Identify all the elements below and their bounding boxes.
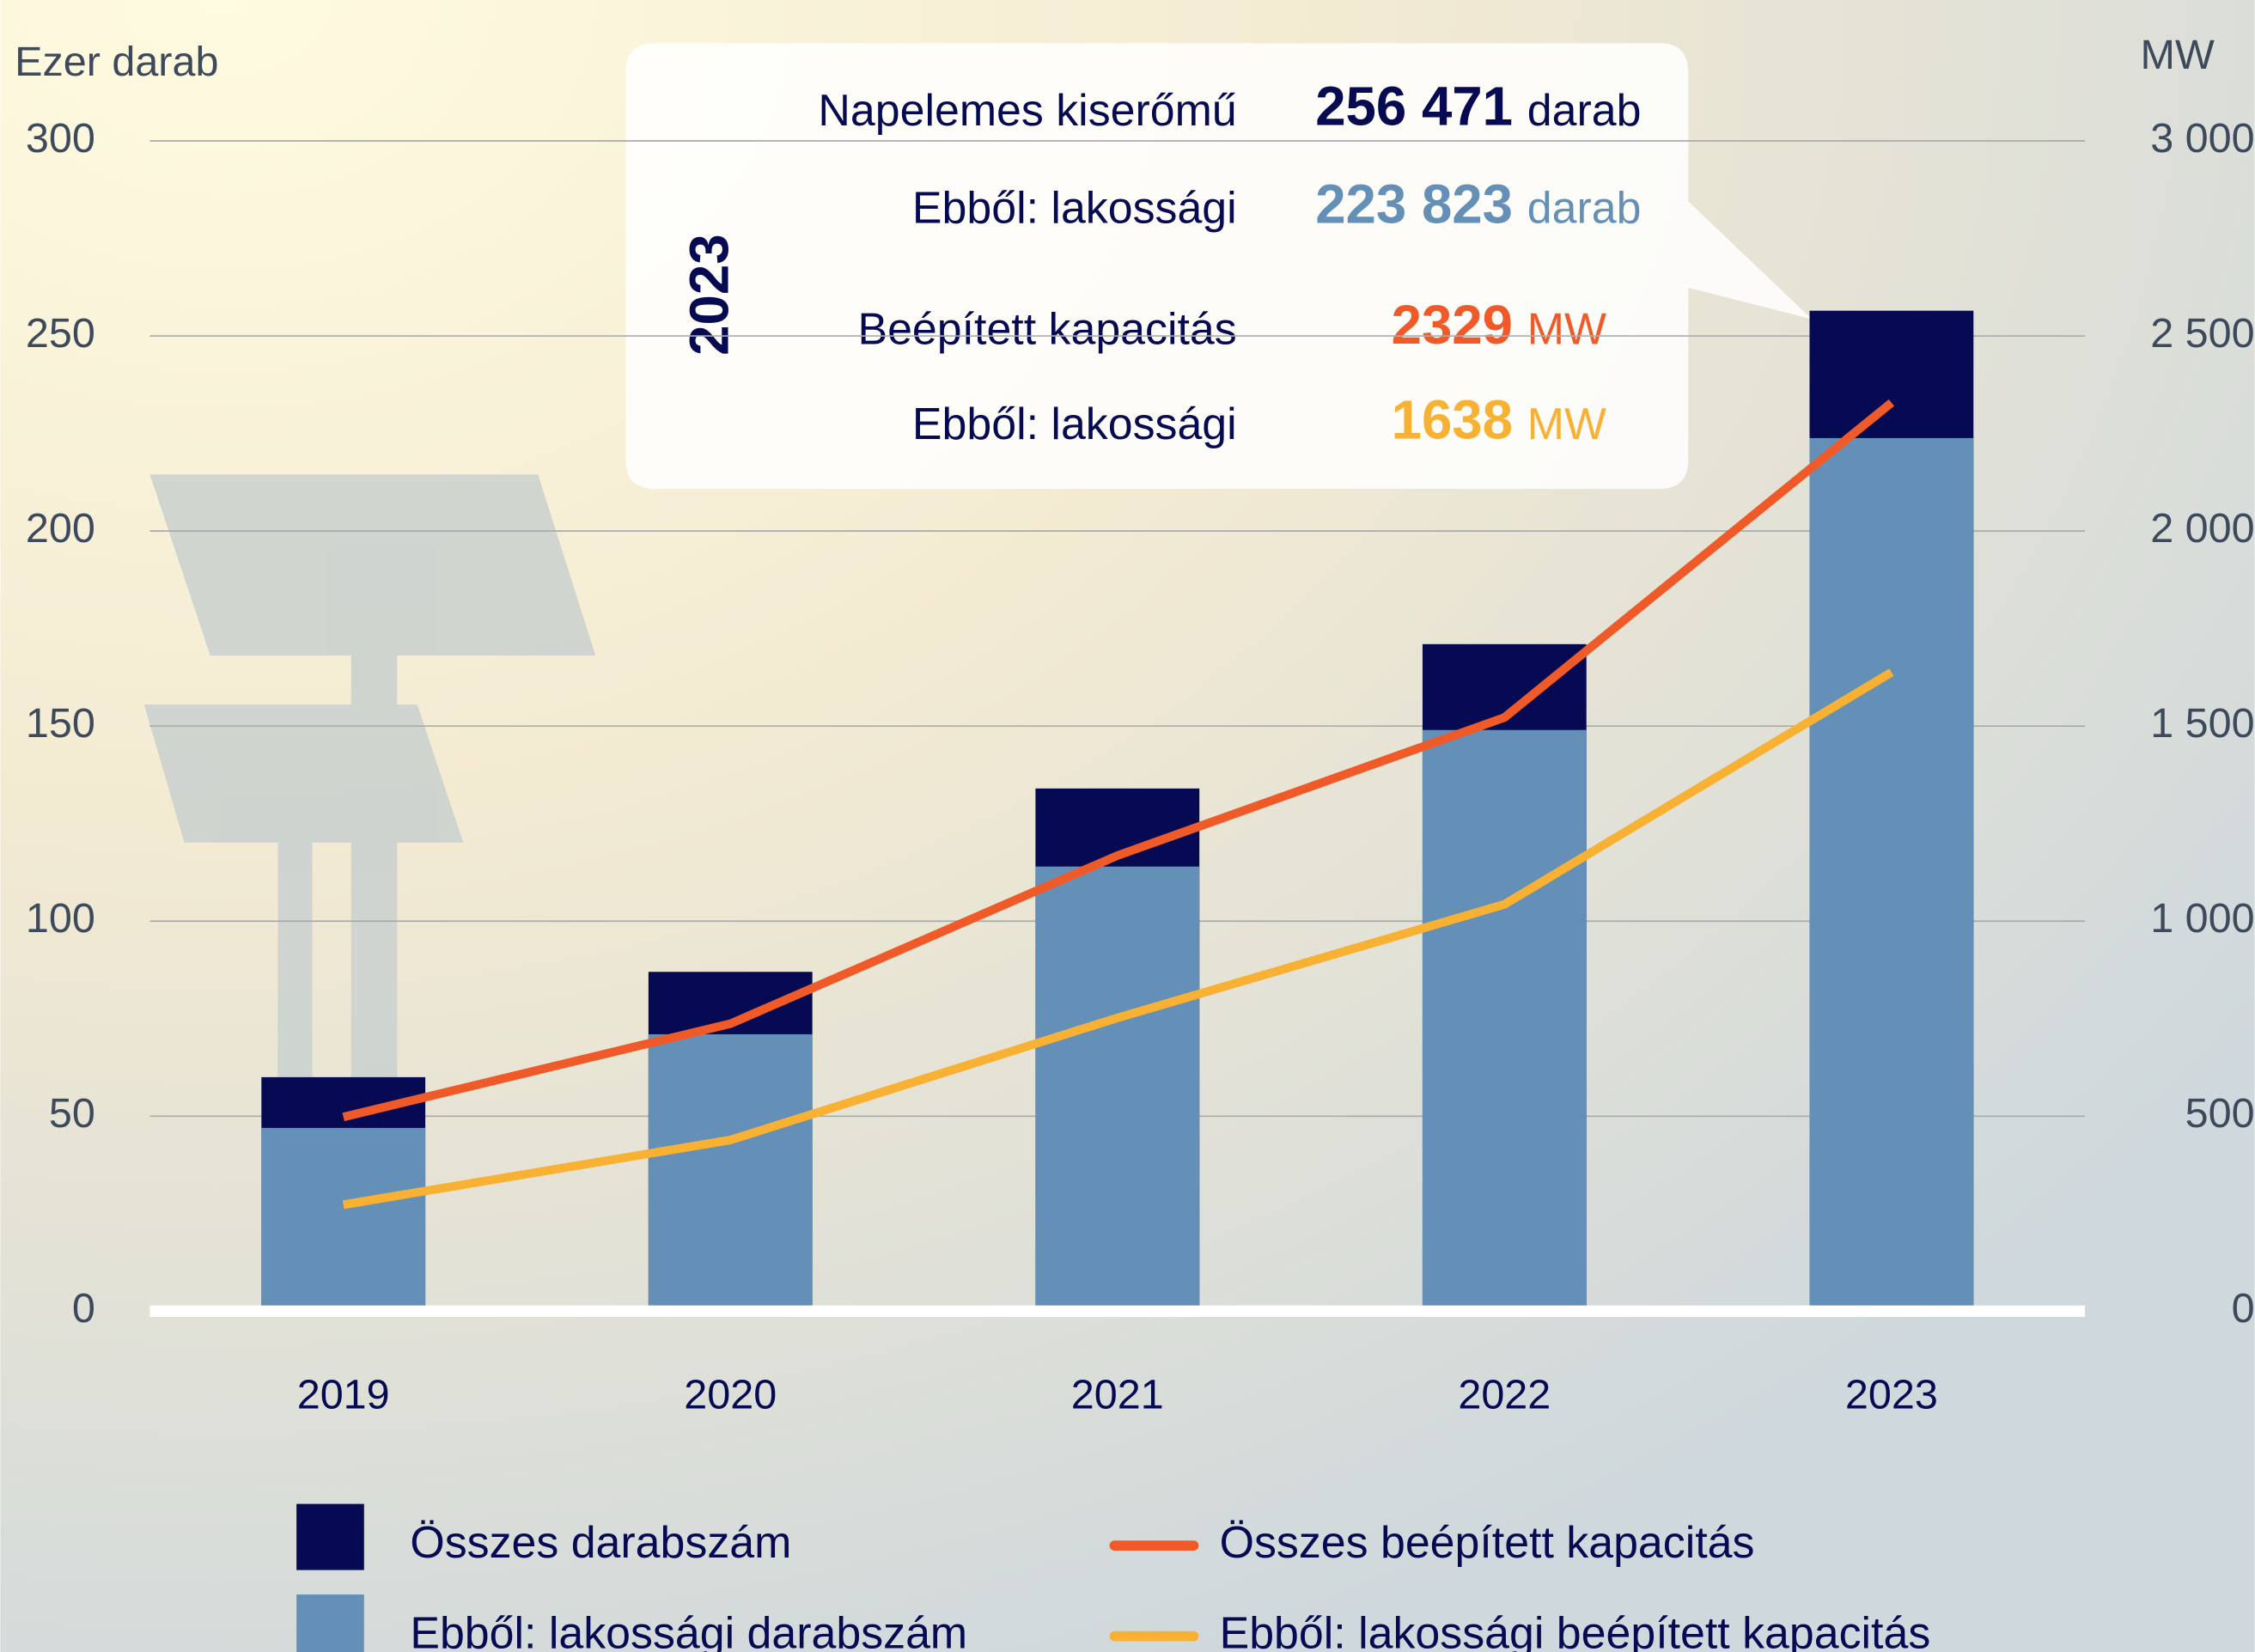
y-tick-label: 250: [26, 310, 95, 357]
y-tick-label: 200: [26, 505, 95, 552]
callout-value: 2329: [1392, 295, 1513, 356]
legend-swatch: [296, 1594, 364, 1652]
y-tick-label: 100: [26, 895, 95, 942]
y2-axis-title: MW: [2141, 32, 2215, 78]
callout-label: Beépített kapacitás: [857, 303, 1236, 353]
callout-value: 1638: [1392, 390, 1513, 451]
y2-tick-label: 3 000: [2150, 115, 2254, 162]
bar: [1035, 867, 1199, 1312]
y-tick-label: 0: [72, 1285, 95, 1332]
y2-tick-label: 1 000: [2150, 895, 2254, 942]
legend-label: Ebből: lakossági darabszám: [410, 1607, 967, 1652]
callout: 2023 Napelemes kiserőmű 256 471 darab Ebből…: [625, 43, 1812, 489]
callout-value: 223 823: [1315, 174, 1513, 235]
bar: [649, 1034, 813, 1311]
y-tick-label: 300: [26, 115, 95, 162]
bar: [261, 1128, 425, 1311]
x-tick-label: 2023: [1845, 1372, 1938, 1418]
x-tick-label: 2021: [1071, 1372, 1164, 1418]
y2-tick-label: 0: [2232, 1285, 2255, 1332]
page: Ezer darab MW 2023 Napelemes kiserőmű 256…: [0, 0, 2255, 1652]
bar: [1423, 730, 1587, 1312]
callout-unit: MW: [1527, 399, 1606, 448]
legend-label: Ebből: lakossági beépített kapacitás: [1220, 1607, 1931, 1652]
callout-unit: MW: [1527, 303, 1606, 353]
x-tick-label: 2020: [684, 1372, 777, 1418]
bar: [1809, 438, 1973, 1311]
callout-year: 2023: [679, 234, 740, 355]
legend-label: Összes darabszám: [410, 1517, 791, 1567]
x-tick-label: 2019: [297, 1372, 390, 1418]
x-tick-label: 2022: [1458, 1372, 1551, 1418]
callout-unit: darab: [1527, 85, 1642, 135]
callout-value: 256 471: [1315, 76, 1513, 137]
legend-swatch: [296, 1504, 364, 1570]
y-tick-label: 50: [49, 1090, 95, 1137]
callout-label: Ebből: lakossági: [912, 183, 1237, 233]
y2-tick-label: 1 500: [2150, 700, 2254, 747]
chart: Ezer darab MW 2023 Napelemes kiserőmű 256…: [0, 0, 2255, 1652]
y2-tick-label: 2 000: [2150, 505, 2254, 552]
legend-label: Összes beépített kapacitás: [1220, 1517, 1755, 1567]
callout-label: Ebből: lakossági: [912, 399, 1237, 448]
callout-label: Napelemes kiserőmű: [818, 85, 1236, 135]
callout-unit: darab: [1527, 183, 1642, 233]
y-axis-title: Ezer darab: [15, 39, 218, 85]
y-tick-label: 150: [26, 700, 95, 747]
y2-tick-label: 2 500: [2150, 310, 2254, 357]
y2-tick-label: 500: [2185, 1090, 2255, 1137]
